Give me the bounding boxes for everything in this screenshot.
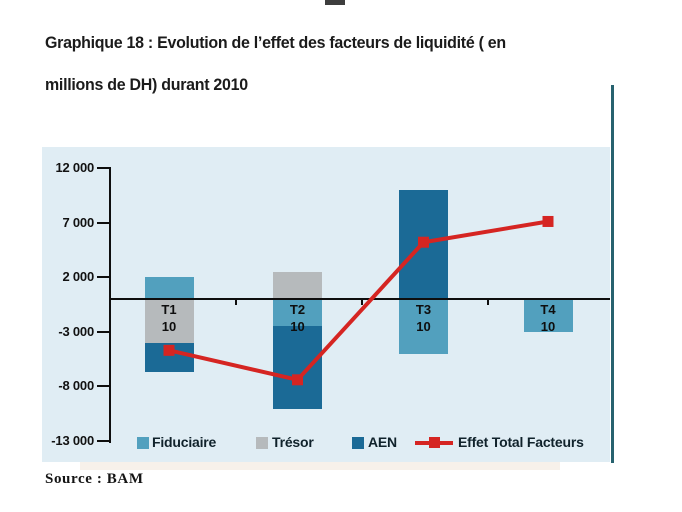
zero-line	[110, 298, 610, 300]
legend-label-effet-total-facteurs: Effet Total Facteurs	[458, 434, 584, 450]
yaxis-tick	[97, 276, 111, 279]
bar-label-quarter: T3	[415, 302, 432, 317]
bar-label-year: 10	[290, 318, 305, 334]
yaxis-tick-label: -3 000	[58, 323, 94, 339]
yaxis-tick-label: -13 000	[51, 432, 94, 448]
bar-label-t3: T3 10	[394, 302, 454, 335]
legend-swatch-trésor	[256, 437, 268, 449]
y-axis-line	[109, 168, 111, 443]
bar-label-quarter: T1	[161, 302, 177, 317]
yaxis-tick-label: 12 000	[55, 159, 94, 175]
chart-title-line1: Graphique 18 : Evolution de l’effet des …	[45, 33, 506, 52]
yaxis-tick	[97, 221, 111, 224]
bar-label-year: 10	[161, 318, 177, 334]
bar-segment-fiduciaire-t1	[144, 277, 194, 299]
legend-label-trésor: Trésor	[272, 434, 314, 450]
bar-label-t2: T2 10	[268, 302, 328, 335]
x-axis-tick	[361, 300, 363, 305]
yaxis-tick-label: 7 000	[62, 214, 94, 230]
chart-panel: 12 000 7 000 2 000 -3 000 -8 000 -13 000 T1 10 T…	[42, 147, 610, 462]
source-note: Source : BAM	[45, 471, 144, 487]
bar-segment-aen-t3	[399, 189, 448, 299]
chart-title-line2: millions de DH) durant 2010	[45, 75, 248, 94]
bar-label-year: 10	[540, 318, 556, 334]
chart-title: Graphique 18 : Evolution de l’effet des …	[45, 22, 609, 106]
x-axis-tick	[235, 300, 237, 305]
legend-label-fiduciaire: Fiduciaire	[152, 434, 217, 450]
legend-line-marker	[429, 437, 440, 448]
cropped-text-artifact	[325, 0, 345, 5]
line-marker-t4	[542, 215, 554, 227]
legend-swatch-aen	[352, 437, 364, 449]
bar-label-year: 10	[416, 318, 431, 334]
legend-label-aen: AEN	[368, 434, 397, 450]
bar-segment-aen-t2	[273, 326, 322, 410]
yaxis-tick-label: 2 000	[62, 269, 94, 285]
yaxis-tick-label: -8 000	[58, 378, 94, 394]
x-axis-tick	[487, 300, 489, 305]
panel-bottom-artifact	[80, 462, 560, 470]
yaxis-tick	[97, 439, 111, 442]
bar-label-t1: T1 10	[139, 302, 199, 335]
bar-label-quarter: T4	[540, 302, 556, 317]
yaxis-tick	[97, 166, 111, 169]
vertical-border-rule	[611, 85, 614, 463]
bar-label-t4: T4 10	[518, 302, 578, 335]
yaxis-tick	[97, 385, 111, 388]
total-effect-line	[168, 219, 549, 383]
bar-label-quarter: T2	[289, 302, 306, 317]
bar-segment-trésor-t2	[273, 271, 322, 299]
bar-segment-aen-t1	[144, 342, 194, 373]
yaxis-tick	[97, 330, 111, 333]
legend-swatch-fiduciaire	[137, 437, 149, 449]
